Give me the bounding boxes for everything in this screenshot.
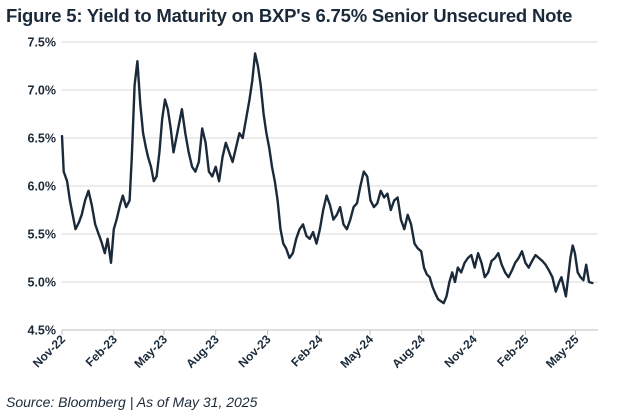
x-tick-label: Nov-24 <box>441 332 479 370</box>
x-tick-label: May-23 <box>131 332 170 371</box>
x-tick-label: Aug-24 <box>389 332 428 371</box>
x-tick-label: Feb-25 <box>494 332 531 369</box>
x-axis-ticks: Nov-22 Feb-23 May-23 Aug-23 Nov-23 Feb-24 May-… <box>30 330 582 371</box>
y-tick-label: 7.0% <box>28 84 57 98</box>
y-axis-ticks: 4.5% 5.0% 5.5% 6.0% 6.5% 7.0% 7.5% <box>28 36 57 338</box>
y-tick-label: 5.0% <box>28 276 57 290</box>
x-tick-label: Nov-23 <box>235 332 273 370</box>
chart-title: Figure 5: Yield to Maturity on BXP's 6.7… <box>6 5 573 26</box>
y-tick-label: 7.5% <box>28 36 57 50</box>
x-tick-label: May-25 <box>543 332 582 371</box>
y-tick-label: 5.5% <box>28 228 57 242</box>
gridlines <box>62 41 598 283</box>
y-tick-label: 6.5% <box>28 132 57 146</box>
y-tick-label: 6.0% <box>28 180 57 194</box>
line-chart: 4.5% 5.0% 5.5% 6.0% 6.5% 7.0% 7.5% Nov-22 Feb-2… <box>28 36 598 371</box>
x-tick-label: Feb-23 <box>83 332 120 369</box>
x-tick-label: Feb-24 <box>288 332 325 369</box>
source-note: Source: Bloomberg | As of May 31, 2025 <box>6 394 258 410</box>
y-tick-label: 4.5% <box>28 324 57 338</box>
x-tick-label: May-24 <box>337 332 376 371</box>
x-tick-label: Aug-23 <box>183 332 222 371</box>
yield-series-line <box>60 52 594 305</box>
x-tick-label: Nov-22 <box>30 332 68 370</box>
